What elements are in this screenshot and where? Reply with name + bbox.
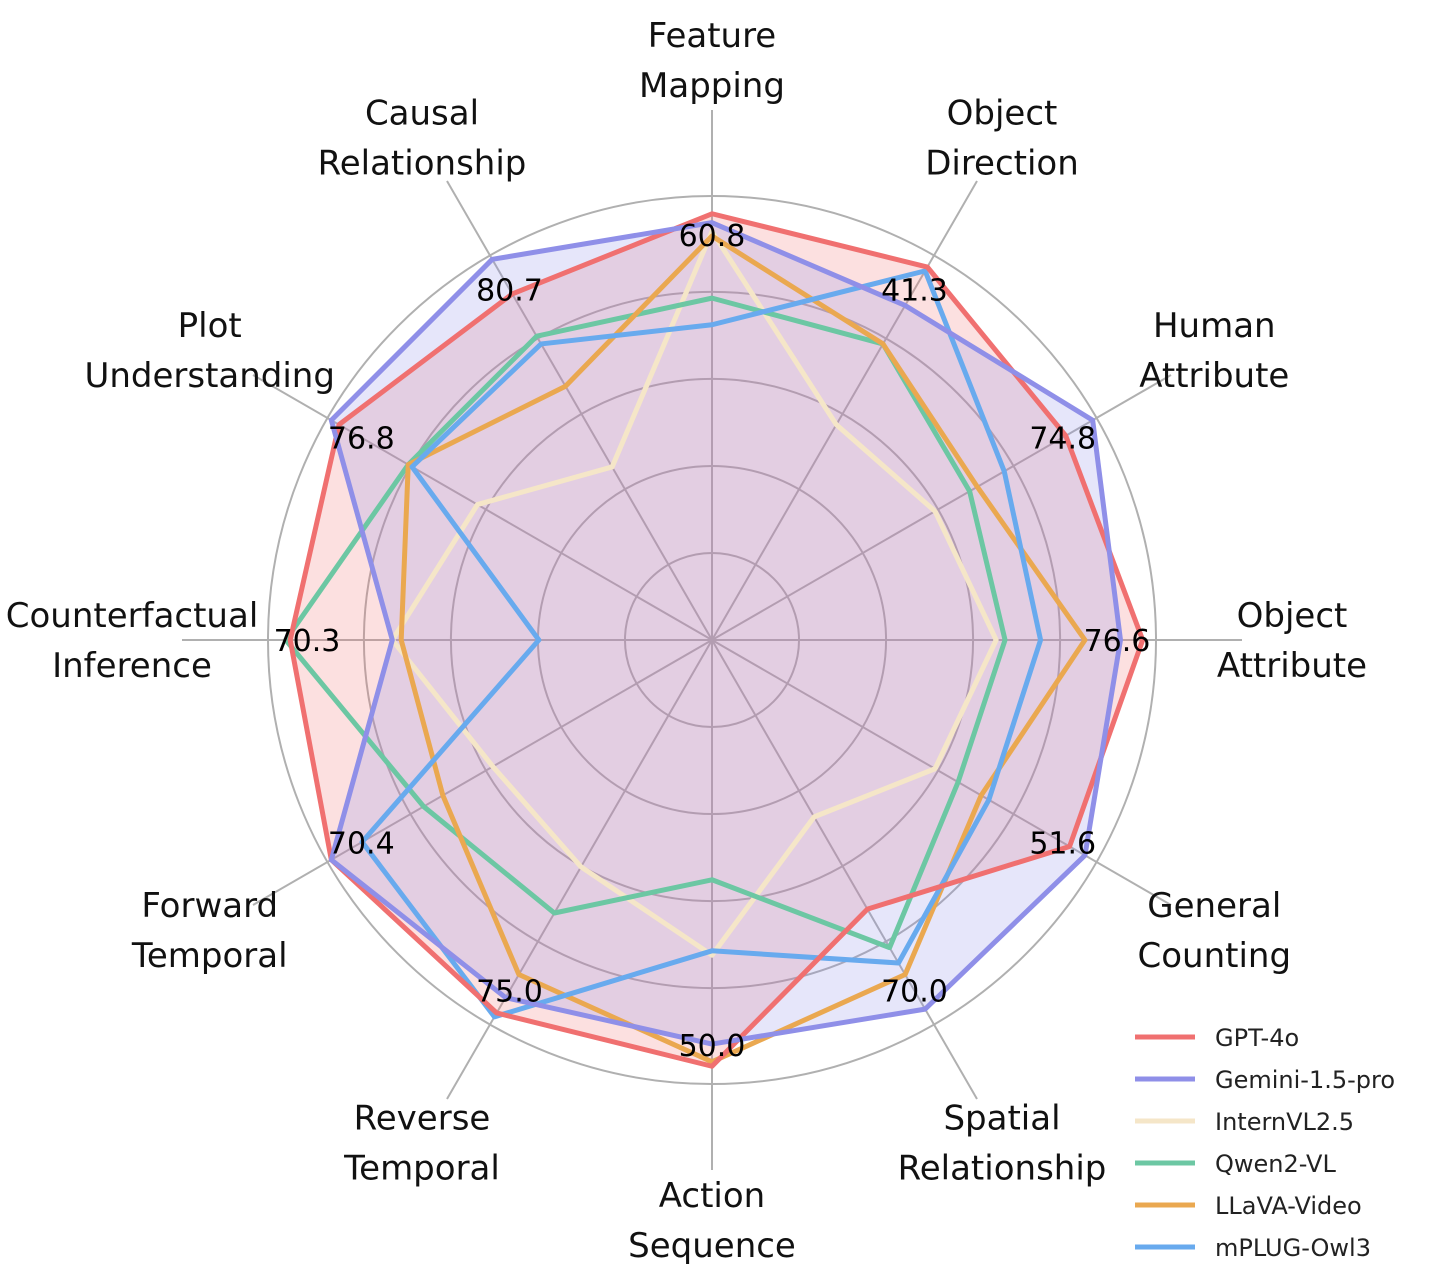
category-label-8-line-1: Reverse [354,1098,491,1138]
category-label-2-line-1: Object [947,94,1058,134]
category-label-11-line-2: Understanding [84,356,335,396]
series-line-5 [398,233,1088,1065]
legend: GPT-4o Gemini-1.5-pro InternVL2.5 Qwen2-VL L… [1135,1024,1395,1262]
max-label-8: 75.0 [476,975,543,1010]
category-label-9-line-1: Forward [141,886,278,926]
series-line-1 [287,211,1146,1069]
max-label-7: 50.0 [679,1029,746,1064]
series-line-3 [389,229,999,958]
series-line-6 [359,268,1044,1020]
series-polygons [283,211,1146,1069]
category-label-10-line-1: Counterfactual [6,596,259,636]
category-label-12-line-1: Causal [365,94,479,134]
category-label-9-line-2: Temporal [131,936,288,976]
max-label-12: 80.7 [476,273,543,308]
category-label-11-line-1: Plot [178,306,242,346]
category-label-7-line-1: Action [659,1176,765,1216]
legend-label-5: LLaVA-Video [1215,1192,1362,1220]
category-label-3-line-2: Attribute [1139,356,1289,396]
max-label-10: 70.3 [274,624,341,659]
grid-spoke-8 [446,639,713,1100]
category-label-5-line-2: Counting [1138,936,1292,976]
max-label-5: 51.6 [1029,827,1096,862]
legend-label-2: Gemini-1.5-pro [1215,1066,1395,1094]
category-label-2-line-2: Direction [925,144,1079,184]
max-label-2: 41.3 [881,273,948,308]
series-fill-2 [331,222,1121,1045]
max-label-11: 76.8 [328,422,395,457]
category-label-4-line-2: Attribute [1217,646,1367,686]
max-label-6: 70.0 [881,975,948,1010]
category-label-7-line-2: Sequence [628,1226,796,1266]
max-label-1: 60.8 [679,219,746,254]
category-label-6-line-2: Relationship [898,1148,1107,1188]
grid-spoke-2 [711,180,978,641]
category-label-12-line-2: Relationship [318,144,527,184]
category-label-1-line-1: Feature [648,16,776,56]
category-labels: Feature Mapping Object Direction Human Attrib… [6,16,1367,1266]
category-label-10-line-2: Inference [52,646,212,686]
legend-label-6: mPLUG-Owl3 [1215,1234,1371,1262]
category-label-6-line-1: Spatial [943,1098,1060,1138]
series-line-2 [328,220,1123,1047]
max-value-labels: 60.8 41.3 74.8 76.6 51.6 70.0 50.0 75.0 70.4 70.3… [274,219,1151,1064]
category-label-8-line-2: Temporal [343,1148,500,1188]
category-label-5-line-1: General [1147,886,1281,926]
category-label-4-line-1: Object [1237,596,1348,636]
grid-spoke-6 [711,639,978,1100]
legend-label-1: GPT-4o [1215,1024,1299,1052]
category-label-1-line-2: Mapping [639,66,785,106]
legend-label-4: Qwen2-VL [1215,1150,1336,1178]
max-label-4: 76.6 [1084,624,1151,659]
max-label-9: 70.4 [328,827,395,862]
max-label-3: 74.8 [1029,422,1096,457]
legend-label-3: InternVL2.5 [1215,1108,1354,1136]
category-label-3-line-1: Human [1153,306,1276,346]
grid-spoke-5 [711,639,1172,906]
